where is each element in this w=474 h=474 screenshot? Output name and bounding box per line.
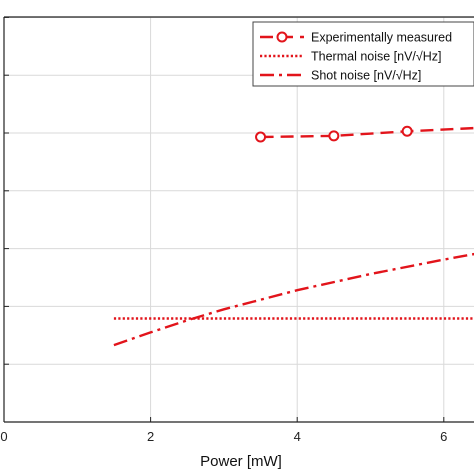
legend-label-2: Thermal noise [nV/√Hz] xyxy=(311,50,442,64)
legend-label-1: Experimentally measured xyxy=(311,31,452,45)
data-point-marker xyxy=(328,130,340,142)
x-tick-label: 0 xyxy=(0,429,7,444)
x-tick-labels: 024681012 xyxy=(0,429,447,444)
data-point-marker xyxy=(255,131,267,143)
legend: Experimentally measured Thermal noise [nV… xyxy=(252,21,474,87)
series-line-1 xyxy=(260,126,474,139)
legend-label-3: Shot noise [nV/√Hz] xyxy=(311,69,421,83)
x-axis-label: Power [mW] xyxy=(200,453,282,470)
x-tick-label: 4 xyxy=(294,429,301,444)
series xyxy=(113,125,474,347)
axes xyxy=(3,16,474,423)
series-line-3 xyxy=(113,252,474,347)
x-tick-label: 2 xyxy=(147,429,154,444)
legend-marker xyxy=(276,31,288,43)
x-tick-label: 6 xyxy=(440,429,447,444)
data-point-marker xyxy=(401,125,413,137)
